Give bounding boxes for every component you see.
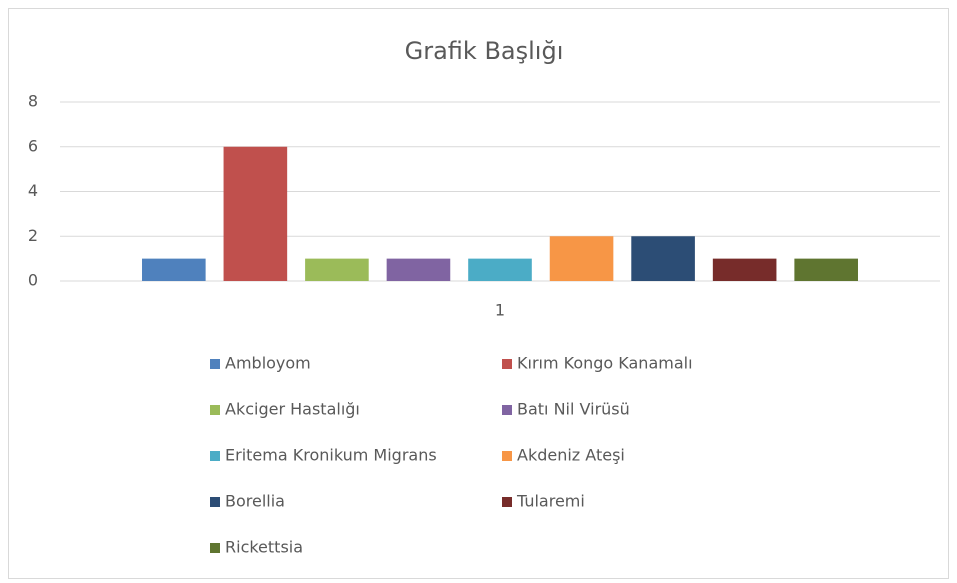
bar [794,258,858,281]
legend-swatch [502,451,512,461]
y-tick-label: 6 [28,136,38,155]
legend-swatch [210,543,220,553]
bar [468,258,532,281]
x-tick-label: 1 [495,301,505,320]
legend-label: Akdeniz Ateşi [517,446,625,465]
legend-label: Tularemi [516,492,585,511]
legend-swatch [210,497,220,507]
legend-label: Borellia [225,492,285,511]
legend-label: Ambloyom [225,354,311,373]
bar [386,258,451,281]
y-tick-label: 2 [28,226,38,245]
y-tick-label: 8 [28,92,38,111]
y-tick-label: 0 [28,271,38,290]
bar [305,258,369,281]
legend-swatch [502,497,512,507]
legend-label: Batı Nil Virüsü [517,400,630,419]
legend-swatch [502,359,512,369]
bar [712,258,777,281]
legend-label: Akciger Hastalığı [225,400,360,419]
legend-swatch [210,359,220,369]
legend-label: Rickettsia [225,538,303,557]
legend-label: Kırım Kongo Kanamalı [517,354,693,373]
bar [142,258,206,281]
chart-border [8,8,949,579]
y-tick-label: 4 [28,181,38,200]
chart-title: Grafik Başlığı [405,37,564,65]
bar [223,146,288,281]
bar [631,236,695,281]
legend-label: Eritema Kronikum Migrans [225,446,437,465]
legend-swatch [210,451,220,461]
legend-swatch [502,405,512,415]
legend-swatch [210,405,220,415]
bar [549,236,614,281]
